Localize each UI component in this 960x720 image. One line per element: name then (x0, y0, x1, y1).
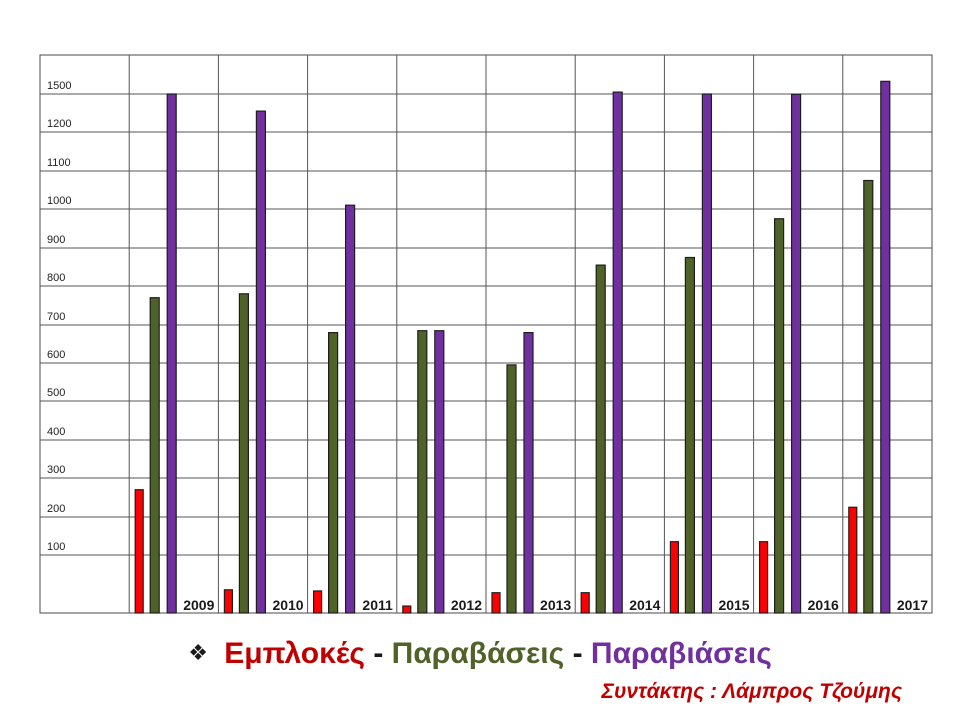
x-axis-labels: 2009 2010 2011 2012 2013 2014 2015 2016 2017 (183, 597, 928, 613)
bar-paraviaseis-2015 (701, 93, 713, 614)
y-tick-label: 500 (47, 387, 65, 399)
legend-separator: - (572, 637, 591, 670)
legend-separator: - (373, 637, 392, 670)
y-tick-label: 200 (47, 503, 65, 515)
bar-paravaseis-2009 (149, 297, 160, 614)
bar-emplokes-2011 (313, 590, 323, 614)
bar-emplokes-2010 (223, 589, 233, 614)
diamond-bullet-icon: ❖ (188, 640, 208, 665)
bar-paravaseis-2014 (595, 264, 606, 614)
bar-paraviaseis-2014 (612, 91, 623, 614)
y-tick-label: 600 (47, 349, 65, 361)
y-tick-label: 900 (47, 234, 65, 246)
bar-chart: 1500 1200 1100 1000 900 800 700 600 500 400 300 200… (39, 54, 933, 614)
y-tick-label: 700 (47, 311, 65, 323)
y-tick-label: 400 (47, 426, 65, 438)
x-tick-label: 2015 (718, 597, 749, 613)
bar-paraviaseis-2009 (166, 93, 177, 614)
y-tick-label: 1000 (47, 195, 71, 207)
bar-emplokes-2012 (402, 605, 412, 614)
bar-paraviaseis-2017 (880, 80, 891, 614)
bar-paravaseis-2015 (684, 256, 696, 614)
y-tick-label: 1100 (47, 157, 71, 169)
bar-paraviaseis-2010 (255, 110, 266, 614)
author-credit: Συντάκτης : Λάμπρος Τζούμης (601, 680, 902, 703)
bar-paraviaseis-2011 (345, 204, 356, 614)
x-tick-label: 2014 (629, 597, 660, 613)
y-tick-label: 1200 (47, 118, 71, 130)
bar-emplokes-2015 (669, 541, 680, 614)
x-tick-label: 2009 (183, 597, 214, 613)
y-axis-labels: 1500 1200 1100 1000 900 800 700 600 500 400 300 200… (47, 80, 71, 553)
bar-emplokes-2014 (580, 592, 590, 614)
x-tick-label: 2011 (362, 597, 393, 613)
y-tick-label: 800 (47, 272, 65, 284)
bar-paraviaseis-2013 (523, 332, 534, 614)
bar-paravaseis-2012 (417, 330, 428, 614)
x-tick-label: 2013 (540, 597, 571, 613)
bar-paraviaseis-2016 (790, 93, 802, 614)
bar-paravaseis-2011 (328, 332, 339, 614)
legend-item-paraviaseis: Παραβιάσεις (590, 637, 772, 670)
x-tick-label: 2017 (897, 597, 928, 613)
x-tick-label: 2012 (451, 597, 482, 613)
bar-paravaseis-2010 (238, 293, 249, 614)
x-tick-label: 2010 (272, 597, 303, 613)
legend-item-emplokes: Εμπλοκές (224, 637, 365, 670)
bar-emplokes-2009 (134, 489, 144, 614)
y-tick-label: 1500 (47, 80, 71, 92)
legend-item-paravaseis: Παραβάσεις (391, 637, 565, 670)
chart-bars (134, 80, 891, 614)
bar-emplokes-2013 (491, 592, 501, 614)
chart-legend: ❖ Εμπλοκές - Παραβάσεις - Παραβιάσεις (0, 632, 960, 676)
bar-paraviaseis-2012 (434, 330, 445, 614)
bar-emplokes-2017 (848, 506, 858, 614)
bar-paravaseis-2013 (506, 364, 517, 614)
y-tick-label: 100 (47, 541, 65, 553)
bar-emplokes-2016 (758, 541, 769, 614)
bar-paravaseis-2017 (863, 179, 874, 614)
x-tick-label: 2016 (808, 597, 839, 613)
y-tick-label: 300 (47, 464, 65, 476)
bar-paravaseis-2016 (773, 218, 785, 614)
